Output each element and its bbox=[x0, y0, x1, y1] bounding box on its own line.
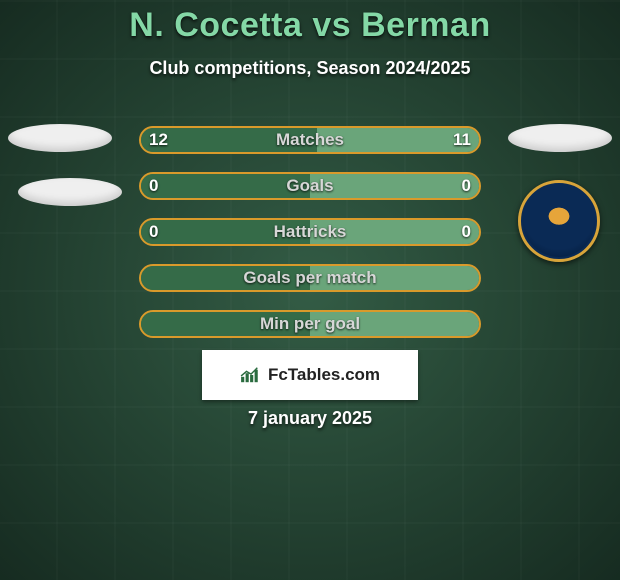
stat-value-right: 0 bbox=[452, 172, 481, 200]
date-label: 7 january 2025 bbox=[0, 408, 620, 429]
subtitle: Club competitions, Season 2024/2025 bbox=[0, 58, 620, 79]
stat-row: Goals0 0 bbox=[0, 166, 620, 212]
stat-row: Matches12 11 bbox=[0, 120, 620, 166]
page-title: N. Cocetta vs Berman bbox=[0, 6, 620, 45]
stat-row: Goals per match bbox=[0, 258, 620, 304]
stats-rows: Matches1211Goals00Hattricks00Goals per m… bbox=[0, 120, 620, 350]
stat-value-right: 11 bbox=[443, 126, 481, 154]
stat-value-left: 12 bbox=[139, 126, 178, 154]
stat-row: Hattricks0 0 bbox=[0, 212, 620, 258]
watermark-bar-icon bbox=[240, 366, 262, 384]
stat-label: Min per goal bbox=[139, 310, 481, 338]
stat-label: Goals bbox=[139, 172, 481, 200]
stat-label: Goals per match bbox=[139, 264, 481, 292]
stat-value-right: 0 bbox=[452, 218, 481, 246]
stat-label: Matches bbox=[139, 126, 481, 154]
stat-value-left: 0 bbox=[139, 218, 168, 246]
stat-value-left: 0 bbox=[139, 172, 168, 200]
watermark-text: FcTables.com bbox=[268, 365, 380, 385]
stat-label: Hattricks bbox=[139, 218, 481, 246]
watermark: FcTables.com bbox=[202, 350, 418, 400]
stat-row: Min per goal bbox=[0, 304, 620, 350]
